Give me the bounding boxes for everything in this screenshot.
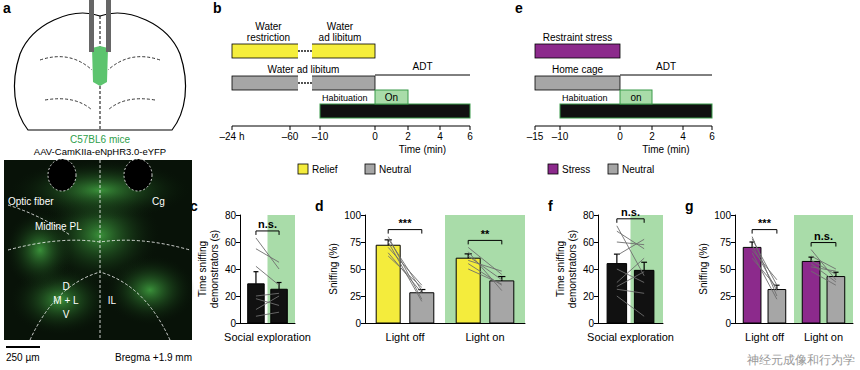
svg-text:Home cage: Home cage [552,64,604,75]
svg-text:Restraint stress: Restraint stress [543,32,612,43]
svg-text:Waterrestriction: Waterrestriction [247,21,290,43]
svg-text:100: 100 [714,210,731,221]
svg-text:Time sniffing: Time sniffing [197,241,208,297]
svg-text:Sniffing (%): Sniffing (%) [328,243,339,295]
svg-text:40: 40 [225,264,237,275]
svg-text:**: ** [481,228,490,240]
svg-text:2: 2 [405,131,411,142]
svg-text:50: 50 [720,264,732,275]
svg-text:2: 2 [649,131,655,142]
svg-text:20: 20 [225,291,237,302]
svg-text:0: 0 [230,318,236,329]
svg-text:Light off: Light off [745,331,785,343]
svg-text:n.s.: n.s. [258,218,277,230]
svg-text:20: 20 [583,291,595,302]
svg-text:ADT: ADT [656,61,676,72]
svg-text:Habituation: Habituation [562,93,608,103]
svg-text:0: 0 [372,131,378,142]
svg-text:60: 60 [225,237,237,248]
svg-text:Bregma +1.9 mm: Bregma +1.9 mm [115,352,192,363]
svg-text:6: 6 [467,131,473,142]
svg-text:Time sniffing: Time sniffing [555,241,566,297]
svg-text:250 µm: 250 µm [6,352,40,363]
svg-text:M + L: M + L [53,295,79,306]
svg-text:100: 100 [344,210,361,221]
svg-text:V: V [63,309,70,320]
svg-text:Water ad libitum: Water ad libitum [268,64,340,75]
svg-text:f: f [548,198,553,214]
svg-text:0: 0 [617,131,623,142]
svg-text:80: 80 [225,210,237,221]
svg-text:Social exploration: Social exploration [224,331,311,343]
svg-text:b: b [213,0,222,16]
svg-text:n.s.: n.s. [814,230,833,242]
svg-text:demonstrators (s): demonstrators (s) [209,230,220,308]
svg-text:25: 25 [350,291,362,302]
svg-text:D: D [62,281,69,292]
svg-text:40: 40 [583,264,595,275]
svg-text:AAV-CamKIIa-eNpHR3.0-eYFP: AAV-CamKIIa-eNpHR3.0-eYFP [34,146,166,157]
svg-text:d: d [315,198,324,214]
svg-text:Cg: Cg [152,196,165,207]
svg-text:Habituation: Habituation [322,93,368,103]
svg-text:Optic fiber: Optic fiber [8,196,54,207]
svg-text:Neutral: Neutral [379,164,411,175]
svg-text:IL: IL [108,295,117,306]
svg-text:Time (min): Time (min) [399,144,446,155]
svg-text:demonstrators (s): demonstrators (s) [567,230,578,308]
svg-text:Midline PL: Midline PL [35,221,82,232]
svg-text:Neutral: Neutral [622,164,654,175]
svg-text:0: 0 [588,318,594,329]
svg-text:神经元成像和行为学: 神经元成像和行为学 [747,353,855,367]
svg-text:a: a [3,0,11,16]
svg-text:75: 75 [720,237,732,248]
svg-text:80: 80 [583,210,595,221]
svg-text:0: 0 [725,318,731,329]
svg-text:Sniffing (%): Sniffing (%) [698,243,709,295]
svg-text:0: 0 [355,318,361,329]
svg-text:g: g [685,198,694,214]
svg-text:25: 25 [720,291,732,302]
svg-text:ADT: ADT [413,61,433,72]
svg-text:6: 6 [709,131,715,142]
svg-text:Stress: Stress [562,164,590,175]
svg-text:Waterad libitum: Waterad libitum [319,21,362,43]
svg-text:***: *** [399,217,413,229]
svg-text:e: e [515,0,523,16]
svg-text:–60: –60 [282,131,299,142]
svg-text:75: 75 [350,237,362,248]
svg-text:–15: –15 [527,131,544,142]
svg-text:–10: –10 [312,131,329,142]
svg-text:Time (min): Time (min) [642,144,689,155]
svg-text:Relief: Relief [312,164,338,175]
svg-text:On: On [385,92,398,103]
svg-text:n.s.: n.s. [621,206,640,218]
svg-text:Light off: Light off [386,331,426,343]
svg-text:60: 60 [583,237,595,248]
svg-text:–24 h: –24 h [219,131,244,142]
svg-text:***: *** [758,217,772,229]
svg-text:Light on: Light on [465,331,504,343]
svg-text:4: 4 [680,131,686,142]
svg-text:Social exploration: Social exploration [587,331,674,343]
svg-text:on: on [630,92,641,103]
svg-text:Light on: Light on [804,331,843,343]
svg-text:–10: –10 [552,131,569,142]
svg-text:c: c [190,198,198,214]
svg-text:4: 4 [437,131,443,142]
svg-text:50: 50 [350,264,362,275]
svg-text:C57BL6 mice: C57BL6 mice [70,134,130,145]
